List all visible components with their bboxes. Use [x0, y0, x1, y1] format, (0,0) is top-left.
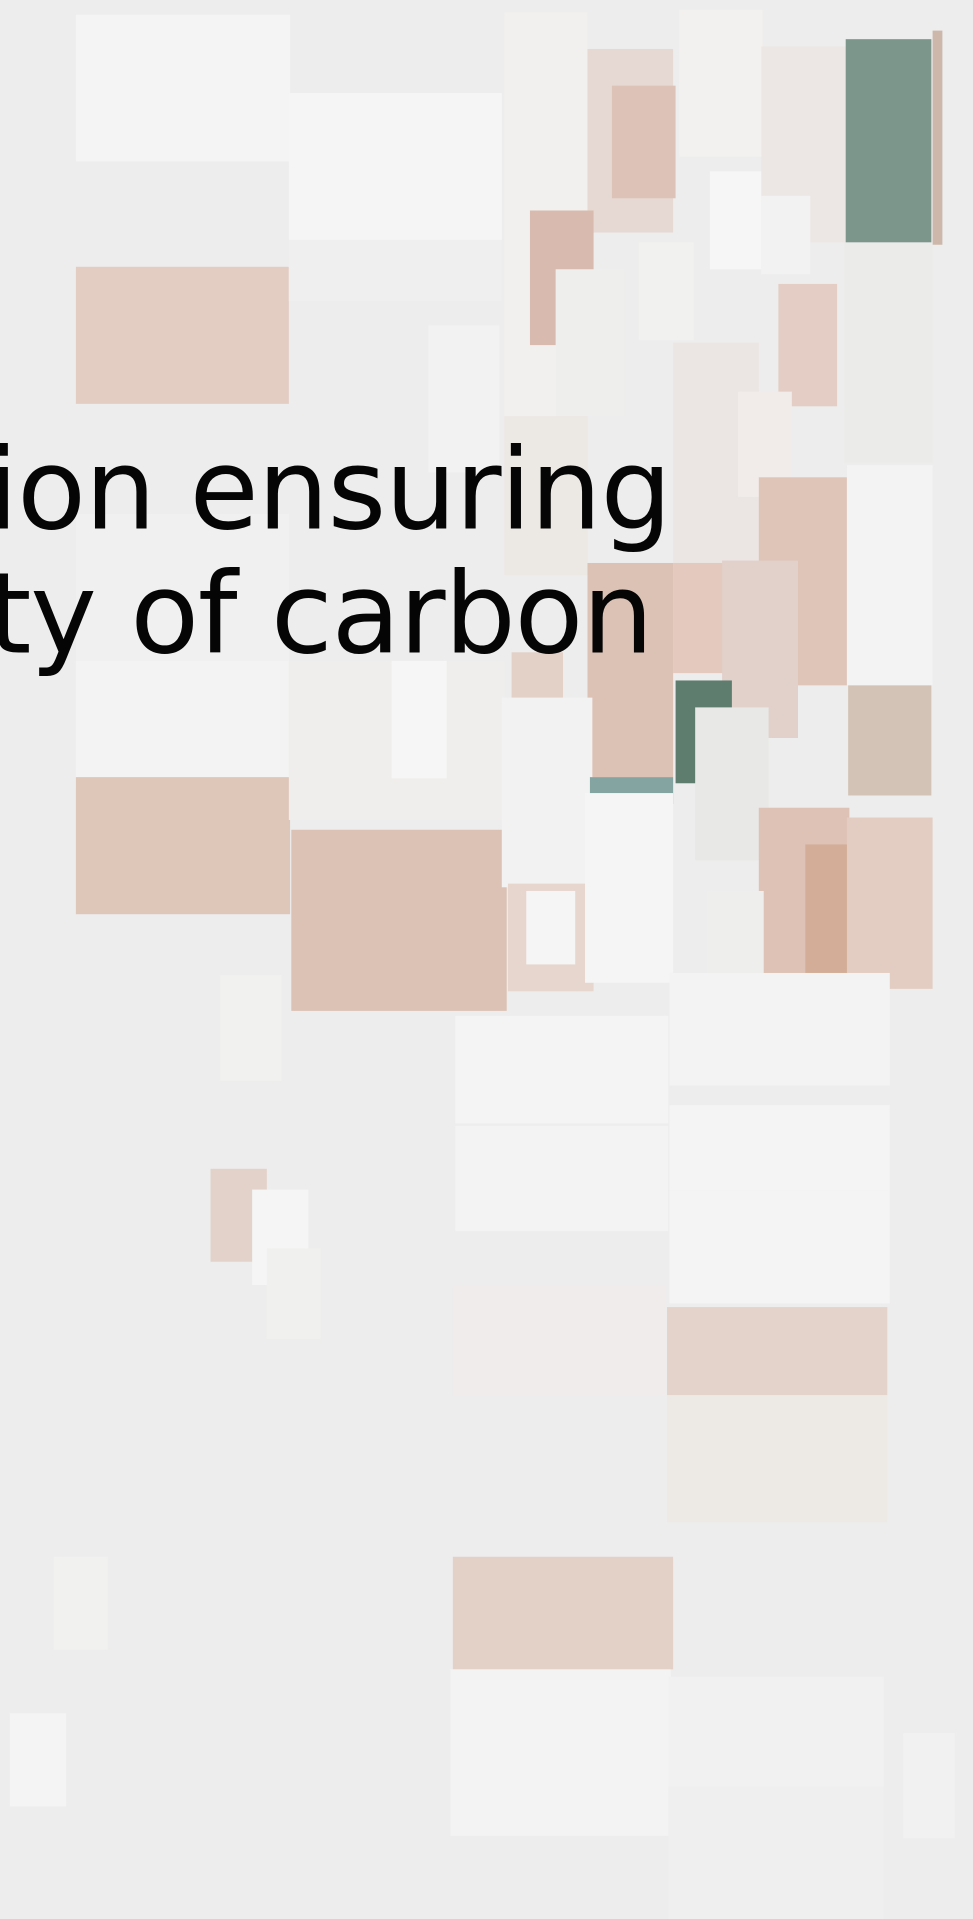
tile [710, 171, 761, 269]
headline-line: ation ensuring [0, 424, 671, 556]
tile [848, 685, 931, 795]
tile [639, 242, 694, 340]
tile [669, 973, 889, 1086]
tile [668, 1677, 883, 1787]
tile [453, 1285, 666, 1395]
tile [847, 465, 933, 685]
tile [585, 793, 673, 983]
tile [289, 93, 502, 240]
tile [267, 1248, 321, 1339]
tile [612, 86, 676, 199]
tile [76, 777, 290, 914]
tile [220, 975, 281, 1080]
tile [455, 1126, 668, 1231]
tile [667, 1307, 887, 1395]
tile [455, 1016, 668, 1124]
tile [450, 1669, 670, 1835]
tile [903, 1733, 954, 1838]
tile [679, 10, 762, 157]
tile [933, 31, 943, 245]
hero-art: ation ensuring grity of carbon [0, 0, 973, 1919]
tile [668, 1787, 883, 1919]
tile [847, 818, 933, 989]
tile [289, 240, 502, 301]
tile [761, 196, 810, 274]
tile [778, 284, 837, 406]
tile [695, 707, 768, 860]
tile [502, 698, 593, 888]
tile [291, 830, 506, 1011]
tile [669, 1191, 889, 1304]
tile [453, 1557, 673, 1670]
page: {"headline": {"lines": ["ation ensuring"… [0, 0, 973, 1919]
tile [669, 1105, 889, 1191]
tile [846, 39, 932, 245]
tile [76, 267, 289, 404]
tile [54, 1557, 108, 1650]
tile [556, 269, 625, 416]
tile [844, 242, 932, 462]
tile [10, 1713, 66, 1806]
tile [76, 15, 290, 162]
tile [667, 1395, 887, 1522]
tile [673, 563, 724, 673]
headline-line: grity of carbon [0, 547, 652, 679]
tile [76, 661, 289, 790]
tile [526, 891, 575, 964]
